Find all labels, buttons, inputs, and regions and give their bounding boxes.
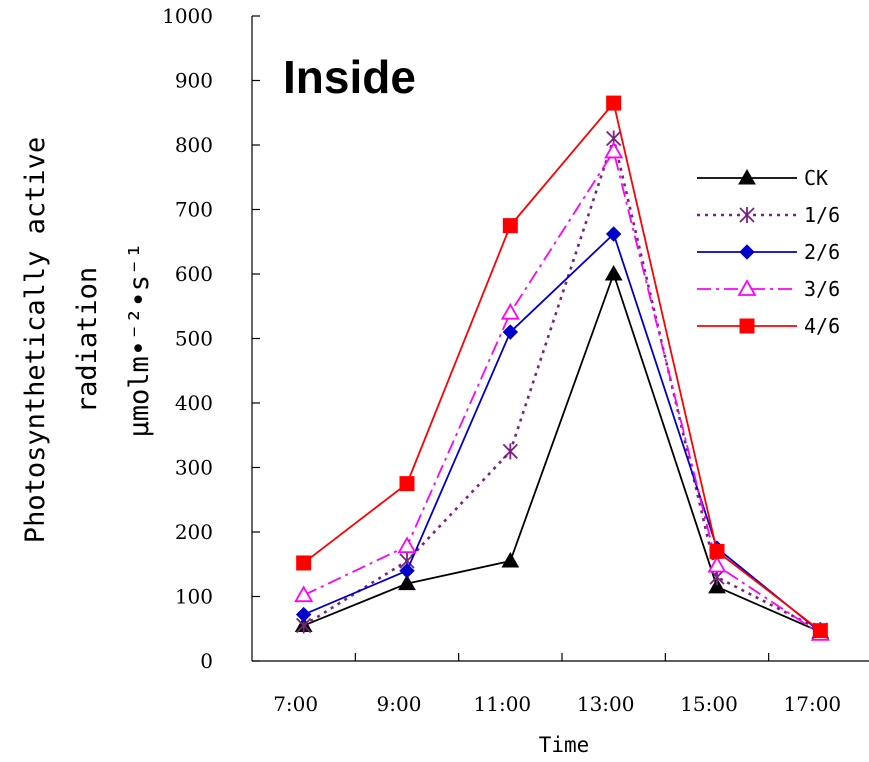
series-line-3-6: [303, 150, 821, 635]
data-point-1-6: [502, 443, 518, 460]
legend-label: 1/6: [804, 203, 840, 227]
data-point-3-6: [397, 536, 417, 554]
y-axis-title-line: radiation: [72, 267, 103, 413]
legend-label: CK: [804, 166, 828, 190]
data-point-4-6: [606, 95, 622, 111]
chart-title: Inside: [283, 51, 416, 103]
y-tick-label: 800: [175, 133, 213, 157]
legend-item-1-6: 1/6: [697, 203, 840, 227]
y-tick-label: 700: [175, 198, 213, 222]
y-tick-label: 200: [175, 520, 213, 544]
series-line-2-6: [303, 233, 821, 633]
data-point-2-6: [605, 226, 622, 242]
data-point-ck: [708, 577, 726, 594]
data-point-3-6: [294, 585, 314, 603]
legend-marker: [739, 207, 755, 223]
series-line-1-6: [302, 137, 821, 632]
legend-marker: [739, 318, 755, 334]
data-point-4-6: [399, 476, 415, 492]
data-point-4-6: [296, 555, 312, 571]
legend-marker: [738, 168, 756, 185]
legend-label: 4/6: [804, 314, 840, 338]
x-axis-title: Time: [539, 733, 590, 757]
data-point-4-6: [812, 623, 828, 639]
legend-item-4-6: 4/6: [697, 314, 840, 338]
y-tick-label: 100: [175, 585, 213, 609]
x-tick-label: 9:00: [377, 692, 422, 716]
legend-label: 2/6: [804, 240, 840, 264]
y-tick-label: 600: [175, 262, 213, 286]
y-tick-label: 1000: [162, 4, 213, 28]
data-point-3-6: [500, 302, 520, 320]
x-tick-label: 7:00: [273, 692, 318, 716]
legend-item-3-6: 3/6: [697, 277, 840, 301]
y-axis-title-line: μmolm•⁻²•s⁻¹: [124, 242, 155, 437]
y-tick-label: 900: [175, 69, 213, 93]
data-point-3-6: [604, 141, 624, 159]
data-point-4-6: [709, 543, 725, 559]
legend-marker: [739, 244, 755, 260]
data-point-2-6: [295, 606, 312, 623]
y-axis-title: Photosynthetically active radiation μmolm•…: [20, 137, 155, 543]
x-tick-label: 15:00: [680, 692, 738, 716]
data-point-ck: [398, 574, 416, 591]
legend-item-ck: CK: [697, 166, 828, 190]
y-tick-label: 500: [175, 327, 213, 351]
y-tick-label: 300: [175, 456, 213, 480]
series-line-ck: [303, 273, 821, 633]
data-point-4-6: [502, 218, 518, 234]
x-tick-label: 11:00: [474, 692, 532, 716]
y-axis-title-line: Photosynthetically active: [20, 137, 51, 543]
y-tick-label: 400: [175, 391, 213, 415]
data-point-ck: [501, 552, 520, 568]
x-tick-label: 13:00: [577, 692, 635, 716]
legend-item-2-6: 2/6: [697, 240, 840, 264]
x-tick-label: 17:00: [784, 692, 842, 716]
legend-marker: [737, 279, 757, 296]
data-point-ck: [604, 264, 623, 281]
y-tick-label: 0: [200, 649, 213, 673]
data-point-2-6: [399, 562, 415, 579]
legend-label: 3/6: [804, 277, 840, 301]
data-point-2-6: [502, 324, 519, 340]
series-line-4-6: [303, 102, 821, 632]
data-point-3-6: [707, 555, 727, 573]
